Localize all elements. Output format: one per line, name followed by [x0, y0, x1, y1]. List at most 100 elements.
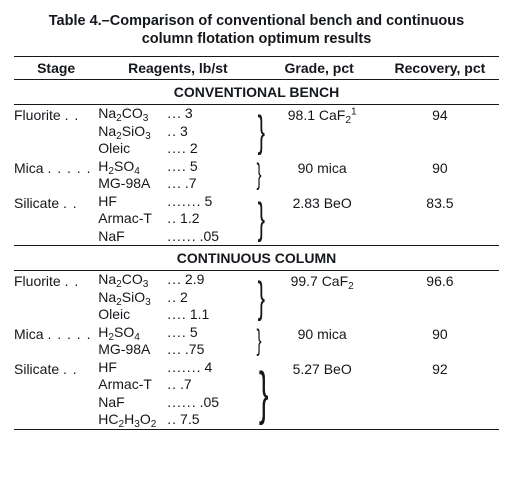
table-row: Silicate . .HF .......4Armac-T ...7NaF .…: [14, 359, 499, 429]
grade-cell: }2.83 BeO: [258, 193, 381, 246]
reagent-name: NaF: [98, 228, 164, 246]
leader-dots: ...: [164, 271, 185, 289]
header-recovery: Recovery, pct: [381, 57, 499, 80]
reagent-value: .05: [200, 228, 230, 246]
title-line-2: column flotation optimum results: [142, 31, 372, 47]
reagent-value: 5: [190, 324, 220, 342]
results-table: Stage Reagents, lb/st Grade, pct Recover…: [14, 56, 499, 430]
leader-dots: .......: [164, 193, 204, 211]
table-title: Table 4.–Comparison of conventional benc…: [14, 12, 499, 48]
reagent-line: Na2CO3 ...2.9: [98, 271, 257, 289]
reagent-name: NaF: [98, 394, 164, 412]
grade-cell: } 5.27 BeO: [258, 359, 381, 429]
recovery-cell: 90: [381, 324, 499, 359]
reagent-line: Oleic ....1.1: [98, 306, 257, 324]
grade-cell: } 99.7 CaF2: [258, 271, 381, 324]
reagent-value: 2: [190, 140, 220, 158]
reagent-name: Na2CO3: [98, 271, 164, 289]
grade-cell: } 90 mica: [258, 158, 381, 193]
header-grade: Grade, pct: [258, 57, 381, 80]
leader-dots: ..: [164, 376, 180, 394]
table-row: Silicate . .HF .......5Armac-T ..1.2NaF …: [14, 193, 499, 246]
leader-dots: ....: [164, 306, 190, 324]
leader-dots: ....: [164, 140, 190, 158]
recovery-cell: 92: [381, 359, 499, 429]
reagent-value: 2: [180, 289, 210, 307]
section-heading: CONTINUOUS COLUMN: [14, 246, 499, 271]
reagents-cell: H2SO4 ....5MG-98A ....7: [98, 158, 257, 193]
reagent-name: Oleic: [98, 306, 164, 324]
reagent-name: H2SO4: [98, 324, 164, 342]
reagent-line: Na2SiO3 ..3: [98, 123, 257, 141]
reagent-value: 1.2: [180, 210, 210, 228]
leader-dots: ..: [164, 411, 180, 429]
reagents-cell: H2SO4 ....5MG-98A ....75: [98, 324, 257, 359]
curly-brace-icon: }: [258, 359, 268, 429]
table-row: Mica . . . . .H2SO4 ....5MG-98A ....75}9…: [14, 324, 499, 359]
curly-brace-icon: }: [256, 158, 261, 193]
reagent-value: .05: [200, 394, 230, 412]
grade-value: 90 mica: [298, 160, 347, 176]
stage-cell: Fluorite . .: [14, 271, 98, 324]
reagent-value: .7: [185, 175, 215, 193]
reagent-value: .75: [185, 341, 215, 359]
table-row: Fluorite . .Na2CO3 ...3Na2SiO3 ..3Oleic …: [14, 105, 499, 158]
reagent-name: Na2SiO3: [98, 289, 164, 307]
reagent-value: 1.1: [190, 306, 220, 324]
stage-cell: Mica . . . . .: [14, 158, 98, 193]
recovery-cell: 96.6: [381, 271, 499, 324]
header-stage: Stage: [14, 57, 98, 80]
section-heading-row: CONTINUOUS COLUMN: [14, 246, 499, 271]
reagent-name: MG-98A: [98, 341, 164, 359]
reagent-name: HF: [98, 193, 164, 211]
grade-cell: } 90 mica: [258, 324, 381, 359]
leader-dots: ..: [164, 289, 180, 307]
recovery-cell: 94: [381, 105, 499, 158]
reagents-cell: Na2CO3 ...2.9Na2SiO3 ..2Oleic ....1.1: [98, 271, 257, 324]
reagent-line: MG-98A ....75: [98, 341, 257, 359]
reagent-value: 5: [190, 158, 220, 176]
leader-dots: ....: [164, 324, 190, 342]
recovery-cell: 90: [381, 158, 499, 193]
leader-dots: ...: [164, 341, 185, 359]
grade-value: 5.27 BeO: [293, 361, 352, 377]
reagent-name: Armac-T: [98, 376, 164, 394]
reagent-line: NaF .......05: [98, 228, 257, 246]
reagent-value: 5: [204, 193, 234, 211]
reagent-line: H2SO4 ....5: [98, 324, 257, 342]
reagent-line: Armac-T ..1.2: [98, 210, 257, 228]
stage-cell: Mica . . . . .: [14, 324, 98, 359]
header-row: Stage Reagents, lb/st Grade, pct Recover…: [14, 57, 499, 80]
reagent-value: 4: [204, 359, 234, 377]
reagent-value: 2.9: [185, 271, 215, 289]
table-row: Mica . . . . .H2SO4 ....5MG-98A ....7} 90…: [14, 158, 499, 193]
leader-dots: ..: [164, 210, 180, 228]
curly-brace-icon: }: [257, 271, 264, 324]
grade-cell: }98.1 CaF21: [258, 105, 381, 158]
reagents-cell: HF .......4Armac-T ...7NaF .......05HC2H…: [98, 359, 257, 429]
grade-value: 99.7 CaF2: [291, 273, 354, 289]
leader-dots: ......: [164, 228, 199, 246]
section-heading: CONVENTIONAL BENCH: [14, 80, 499, 105]
reagent-value: 3: [185, 105, 215, 123]
reagent-line: Armac-T ...7: [98, 376, 257, 394]
leader-dots: ...: [164, 175, 185, 193]
leader-dots: ......: [164, 394, 199, 412]
reagent-line: H2SO4 ....5: [98, 158, 257, 176]
reagent-line: NaF .......05: [98, 394, 257, 412]
leader-dots: ...: [164, 105, 185, 123]
reagent-line: MG-98A ....7: [98, 175, 257, 193]
reagent-name: H2SO4: [98, 158, 164, 176]
stage-cell: Fluorite . .: [14, 105, 98, 158]
curly-brace-icon: }: [256, 324, 261, 359]
reagent-line: Oleic ....2: [98, 140, 257, 158]
reagent-line: HF .......5: [98, 193, 257, 211]
grade-value: 90 mica: [298, 326, 347, 342]
leader-dots: ..: [164, 123, 180, 141]
table-row: Fluorite . .Na2CO3 ...2.9Na2SiO3 ..2Olei…: [14, 271, 499, 324]
reagents-cell: Na2CO3 ...3Na2SiO3 ..3Oleic ....2: [98, 105, 257, 158]
reagent-line: Na2SiO3 ..2: [98, 289, 257, 307]
reagent-value: .7: [180, 376, 210, 394]
section-rule: [14, 429, 499, 430]
reagent-name: Na2CO3: [98, 105, 164, 123]
